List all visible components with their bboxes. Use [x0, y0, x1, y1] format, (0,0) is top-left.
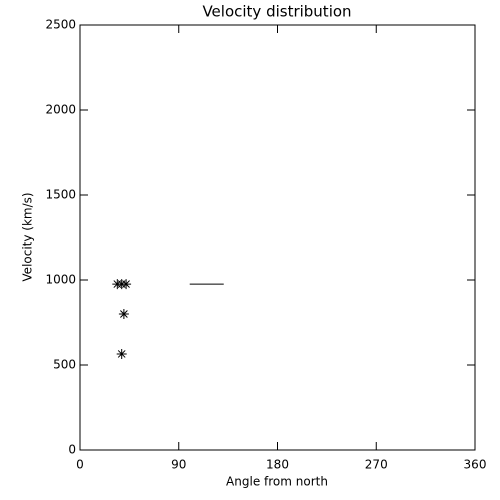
y-tick-label: 1000 [45, 273, 76, 287]
point [118, 309, 129, 319]
x-tick-label: 0 [76, 458, 84, 472]
y-tick-label: 0 [68, 443, 76, 457]
y-axis-label: Velocity (km/s) [21, 192, 35, 281]
chart-title: Velocity distribution [202, 3, 351, 21]
y-tick-label: 2500 [45, 18, 76, 32]
point [121, 279, 132, 290]
y-tick-label: 500 [53, 358, 76, 372]
point [116, 348, 127, 359]
x-tick-label: 90 [171, 458, 186, 472]
x-axis-label: Angle from north [226, 475, 328, 489]
y-tick-label: 2000 [45, 103, 76, 117]
x-tick-label: 360 [464, 458, 487, 472]
y-tick-label: 1500 [45, 188, 76, 202]
x-tick-label: 180 [266, 458, 289, 472]
x-tick-label: 270 [365, 458, 388, 472]
